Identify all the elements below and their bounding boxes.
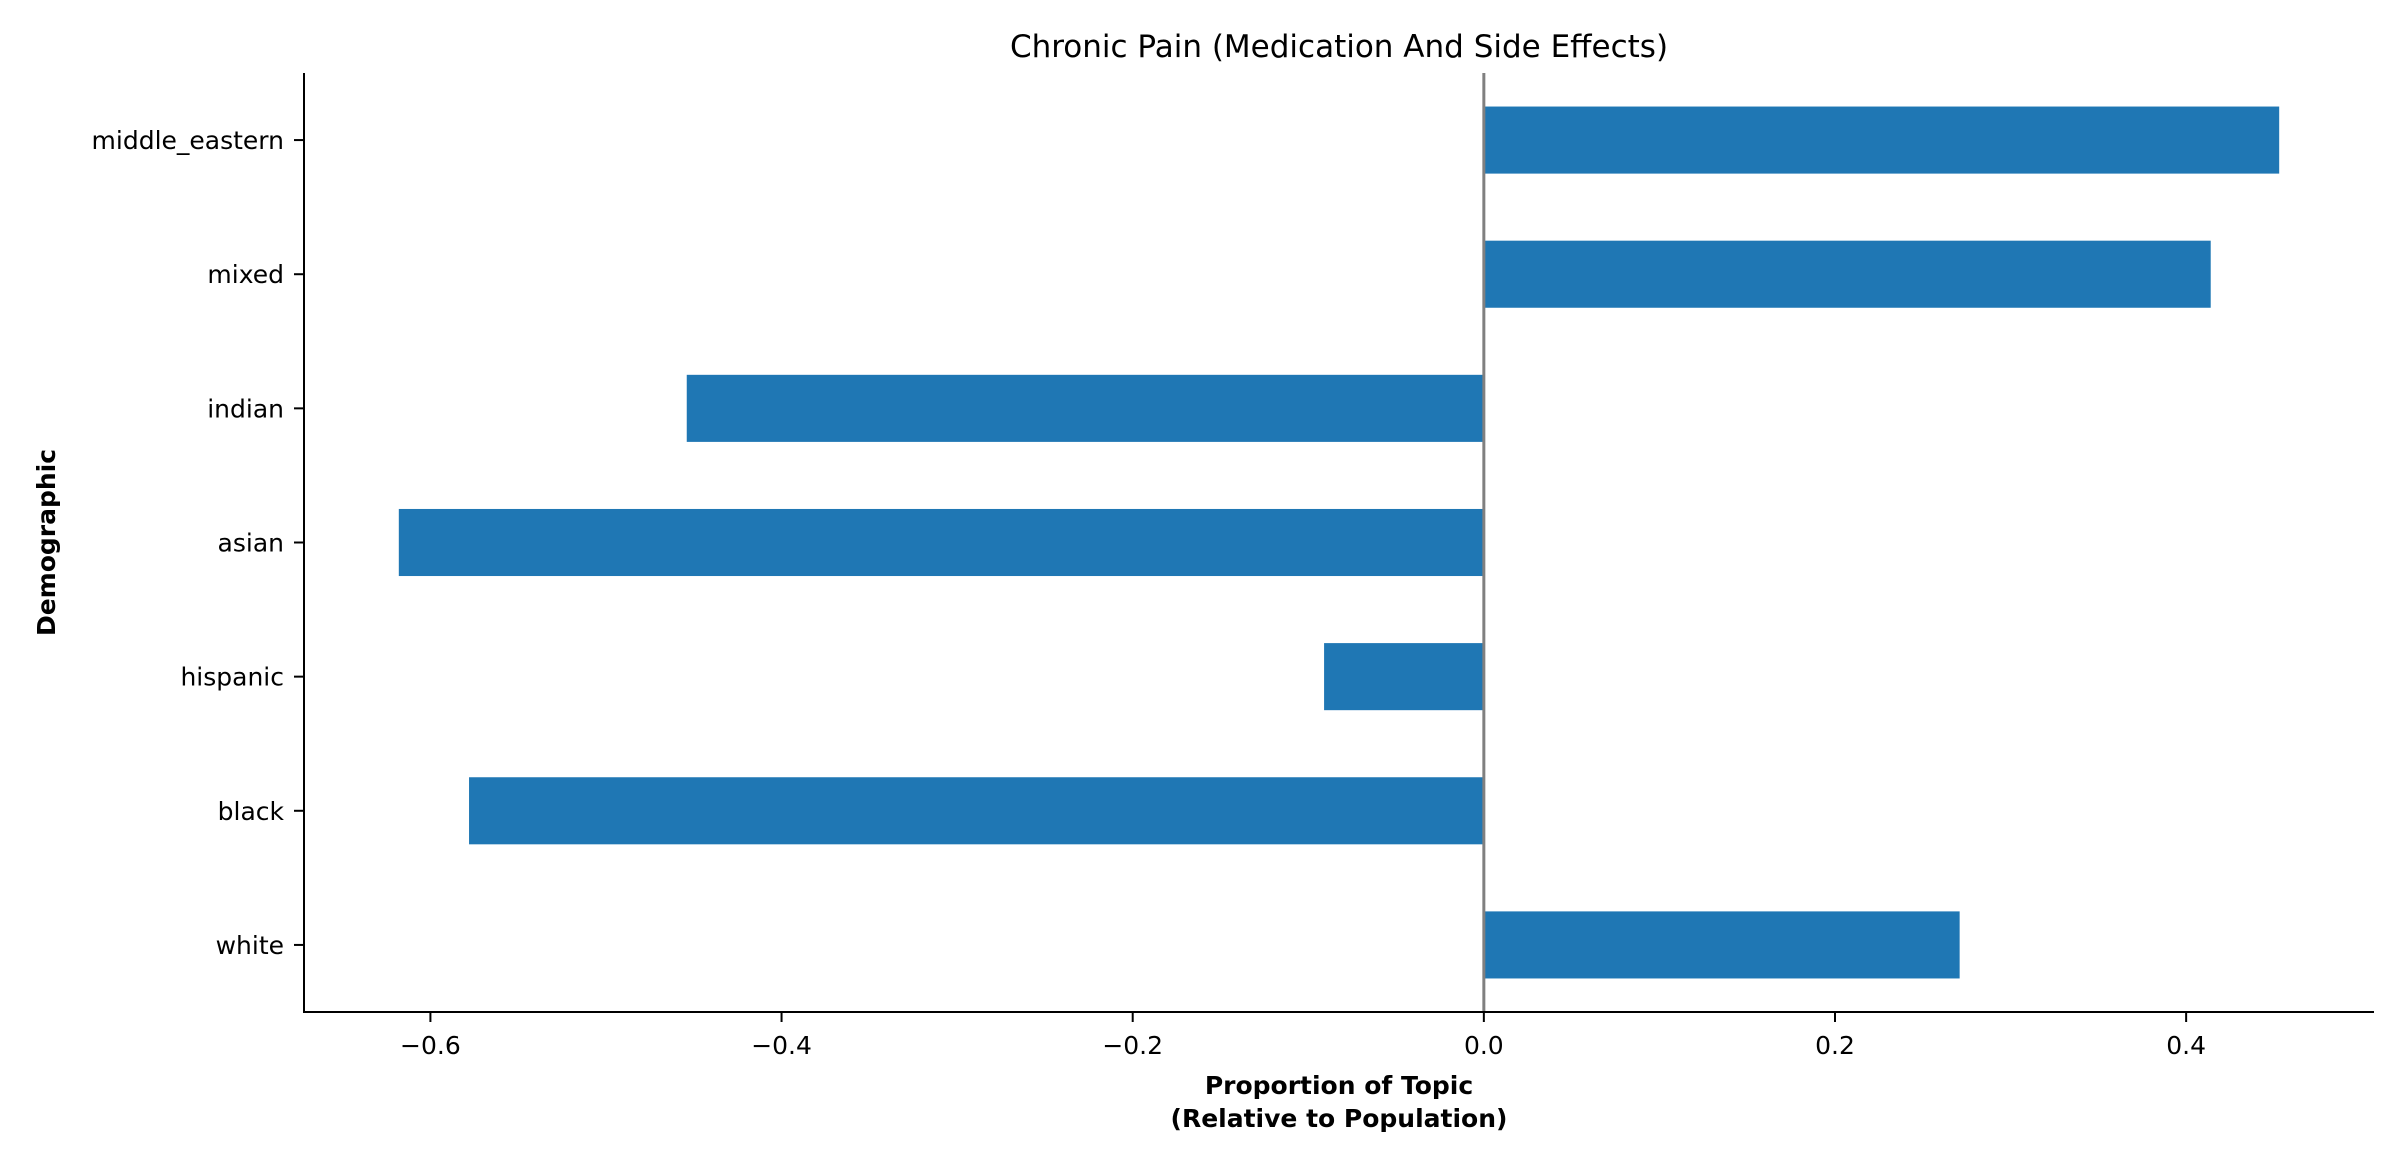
x-tick-label: −0.6 [400, 1031, 461, 1060]
y-tick-label-black: black [218, 797, 285, 826]
x-tick-label: 0.4 [2166, 1031, 2206, 1060]
bar-white [1483, 911, 1960, 979]
bar-asian [398, 508, 1484, 577]
y-axis-label: Demographic [32, 449, 61, 636]
x-tick-label: 0.2 [1815, 1031, 1855, 1060]
x-axis-label-line-1: Proportion of Topic [1205, 1071, 1473, 1100]
y-tick-label-white: white [216, 931, 284, 960]
y-tick-label-middle_eastern: middle_eastern [92, 126, 284, 155]
y-tick-label-indian: indian [207, 394, 284, 423]
y-ticks-group: white black hispanic asian indian mixed middle… [92, 126, 304, 960]
bar-hispanic [1324, 643, 1484, 711]
x-tick-label: −0.4 [751, 1031, 812, 1060]
bar-middle_eastern [1483, 106, 2280, 174]
x-tick-label: 0.0 [1464, 1031, 1504, 1060]
y-tick-label-mixed: mixed [207, 260, 284, 289]
y-tick-label-hispanic: hispanic [180, 663, 284, 692]
bar-black [469, 777, 1484, 845]
chart-title: Chronic Pain (Medication And Side Effect… [1010, 29, 1668, 65]
x-ticks-group: −0.6 −0.4 −0.2 0.0 0.2 0.4 [400, 1012, 2206, 1060]
bar-mixed [1483, 240, 2211, 308]
x-tick-label: −0.2 [1102, 1031, 1163, 1060]
bars-group [398, 106, 2280, 979]
bar-indian [686, 374, 1484, 442]
x-axis-label-line-2: (Relative to Population) [1171, 1104, 1508, 1133]
y-tick-label-asian: asian [218, 529, 284, 558]
